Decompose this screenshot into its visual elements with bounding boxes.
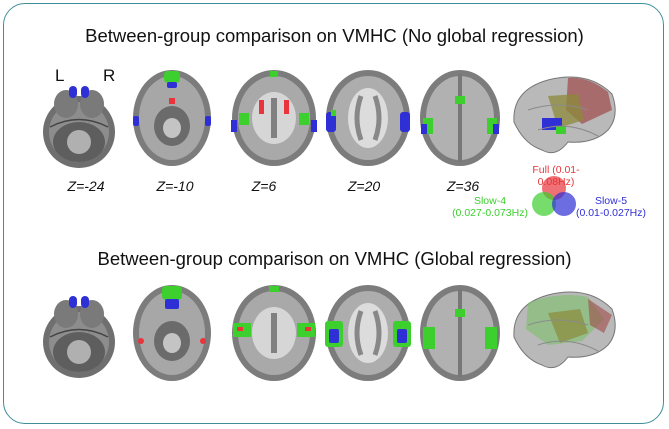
brain-surface-top — [513, 76, 616, 154]
legend-slow4: Slow-4 (0.027-0.073Hz) — [446, 195, 534, 219]
brain-slice-top-z20 — [326, 70, 410, 166]
z-label-4: Z=20 — [347, 178, 381, 194]
venn-legend-diagram — [532, 176, 576, 216]
brain-slice-bottom-z36 — [420, 285, 500, 381]
brain-slice-top-z-10 — [133, 70, 211, 166]
brain-slice-bottom-z-24 — [43, 296, 115, 378]
brain-slice-top-z36 — [420, 70, 500, 166]
legend-slow4-range: (0.027-0.073Hz) — [452, 207, 528, 219]
legend-full-label: Full (0.01-0.08Hz) — [532, 164, 580, 188]
brain-slice-top-z6 — [231, 70, 317, 166]
figure-frame — [3, 3, 664, 424]
bottom-panel-title: Between-group comparison on VMHC (Global… — [97, 248, 572, 269]
legend-slow4-name: Slow-4 — [473, 195, 507, 207]
legend-slow5-range: (0.01-0.027Hz) — [575, 207, 647, 219]
brain-slice-top-z-24 — [43, 86, 115, 168]
brain-surface-bottom — [513, 291, 616, 369]
z-label-5: Z=36 — [446, 178, 480, 194]
legend-slow5: Slow-5 (0.01-0.027Hz) — [570, 195, 652, 219]
brain-slice-bottom-z6 — [232, 285, 316, 381]
brain-slice-bottom-z20 — [325, 285, 411, 381]
brain-slice-bottom-z-10 — [133, 285, 211, 381]
z-label-1: Z=-24 — [67, 178, 105, 194]
legend-slow5-name: Slow-5 — [594, 195, 628, 207]
z-label-2: Z=-10 — [156, 178, 194, 194]
z-label-3: Z=6 — [251, 178, 277, 194]
right-hemisphere-label: R — [103, 66, 116, 85]
top-panel-title: Between-group comparison on VMHC (No glo… — [85, 25, 584, 46]
left-hemisphere-label: L — [55, 66, 65, 85]
